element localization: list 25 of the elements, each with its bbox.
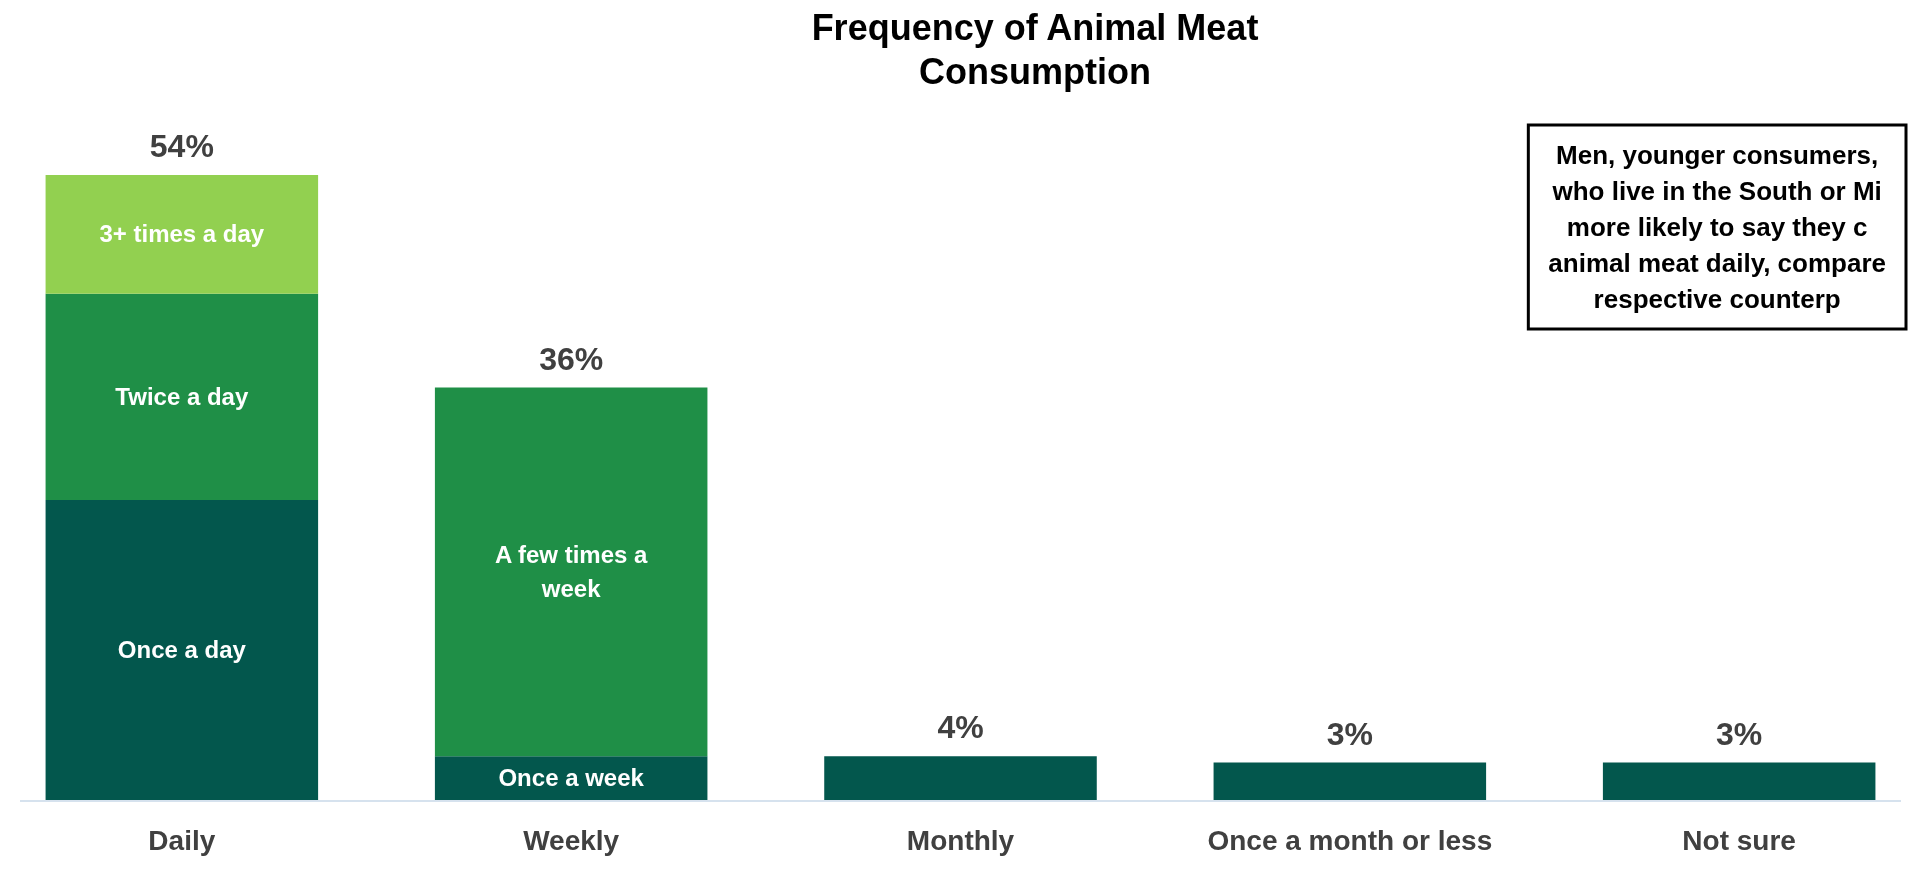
series-label: A few times a week (494, 540, 649, 602)
annotation: 3% (1326, 715, 1373, 752)
annotation: Men, younger consumers, who live in the South or Mi more likely to say they c animal meat daily, compare respective counterp (1548, 140, 1886, 314)
annotation: 36% (539, 340, 604, 377)
x-tick-label: Once a month or less (1207, 825, 1493, 856)
x-tick-label: Monthly (906, 825, 1015, 856)
bar (434, 387, 708, 757)
chart-title: Frequency of Animal Meat Consumption (811, 7, 1259, 92)
bar (45, 500, 319, 800)
series-label: 3+ times a day (99, 220, 265, 248)
annotation: 54% (149, 128, 214, 164)
bar (45, 175, 319, 294)
x-tick-label: Daily (148, 825, 216, 856)
series-label: Once a day (117, 636, 247, 663)
annotation: 4% (937, 709, 984, 746)
x-tick-label: Weekly (523, 825, 620, 856)
bar (1602, 762, 1876, 800)
annotation: 3% (1716, 715, 1763, 752)
bar (434, 756, 708, 800)
bar (1213, 762, 1487, 800)
series-label: Once a week (498, 764, 645, 792)
bar (45, 293, 319, 500)
series-label: Twice a day (115, 382, 249, 410)
x-tick-label: Not sure (1682, 825, 1796, 856)
bar (824, 756, 1097, 800)
